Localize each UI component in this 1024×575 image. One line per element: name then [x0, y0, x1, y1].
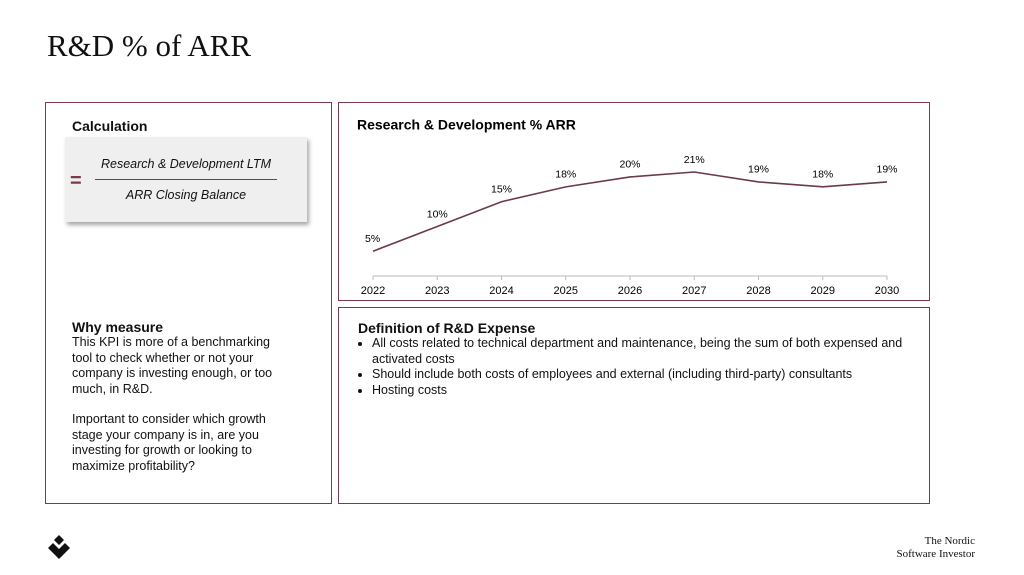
brand-line: Software Investor: [896, 548, 975, 560]
bullet: Should include both costs of employees a…: [372, 367, 922, 383]
x-tick-label: 2029: [811, 285, 835, 297]
equals-sign: =: [70, 170, 82, 192]
x-tick-label: 2025: [554, 285, 578, 297]
x-tick-label: 2030: [875, 285, 899, 297]
x-tick-label: 2024: [489, 285, 513, 297]
value-label: 10%: [427, 208, 448, 220]
value-label: 18%: [555, 169, 576, 181]
data-line: [372, 171, 888, 252]
value-label: 21%: [684, 154, 705, 166]
logo: [48, 535, 70, 559]
x-tick-label: 2023: [425, 285, 449, 297]
left-panel: [45, 102, 332, 504]
chart-panel: [338, 102, 930, 301]
formula-card: = Research & Development LTM ARR Closing…: [65, 137, 307, 222]
x-tick-label: 2028: [746, 285, 770, 297]
why-paragraph: This KPI is more of a benchmarking tool …: [72, 335, 273, 396]
value-label: 18%: [812, 169, 833, 181]
fraction-line: [95, 179, 277, 180]
value-label: 20%: [619, 159, 640, 171]
bullet: All costs related to technical departmen…: [372, 336, 922, 367]
chart: Research & Development % ARR 2022 5% 2023 1…: [357, 117, 899, 297]
value-label: 15%: [491, 183, 512, 195]
calculation-heading: Calculation: [72, 118, 148, 134]
chart-title: Research & Development % ARR: [357, 117, 576, 133]
value-label: 19%: [748, 164, 769, 176]
definition-heading: Definition of R&D Expense: [358, 320, 536, 336]
slide-title: R&D % of ARR: [47, 28, 252, 63]
value-label: 5%: [365, 233, 380, 245]
brand: The Nordic Software Investor: [896, 535, 975, 561]
denominator: ARR Closing Balance: [125, 188, 247, 202]
x-tick-label: 2022: [361, 285, 385, 297]
definition-list: All costs related to technical departmen…: [358, 336, 922, 398]
value-label: 19%: [876, 164, 897, 176]
numerator: Research & Development LTM: [101, 157, 271, 171]
definition-panel: [338, 307, 930, 504]
brand-line: The Nordic: [924, 535, 975, 547]
x-tick-label: 2027: [682, 285, 706, 297]
why-paragraph: Important to consider which growth stage…: [72, 412, 266, 473]
bullet: Hosting costs: [372, 383, 922, 399]
x-tick-label: 2026: [618, 285, 642, 297]
why-heading: Why measure: [72, 319, 164, 335]
